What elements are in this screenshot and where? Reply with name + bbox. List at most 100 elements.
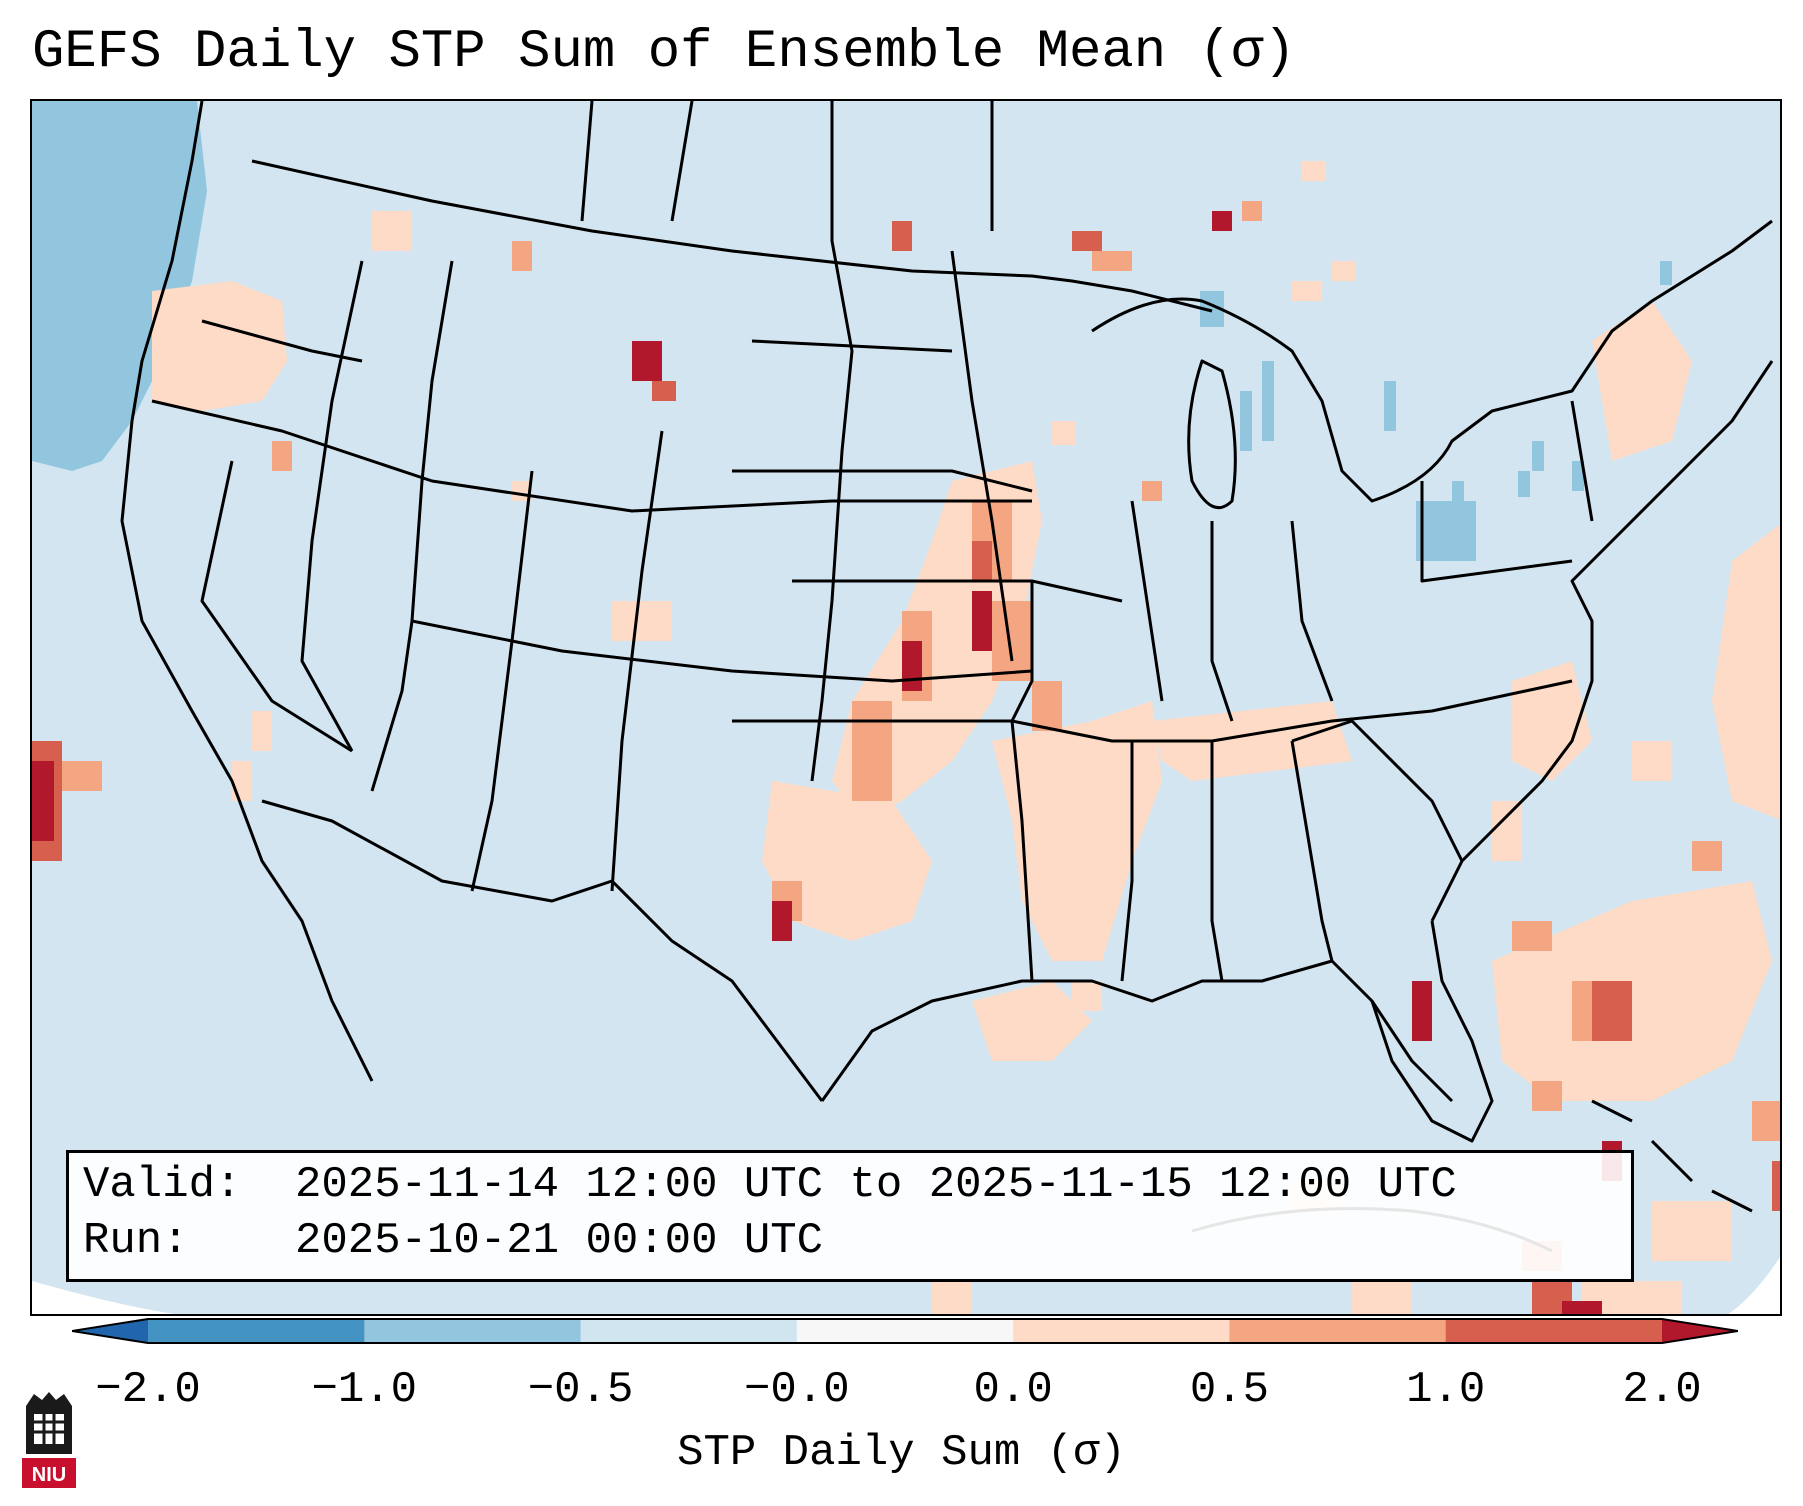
state-line — [1130, 500, 1164, 702]
valid-value: 2025-11-14 12:00 UTC to 2025-11-15 12:00… — [295, 1160, 1457, 1210]
cell — [1262, 361, 1274, 441]
cell — [1532, 441, 1544, 471]
colorbar-tick-label: −0.5 — [527, 1365, 634, 1415]
colorbar-tick-label: 1.0 — [1406, 1365, 1486, 1415]
colorbar-bin — [796, 1319, 1014, 1343]
state-line — [201, 319, 363, 363]
colorbar — [72, 1318, 1738, 1344]
state-line — [1570, 400, 1594, 522]
florida — [1370, 920, 1494, 1143]
colorbar-bin — [364, 1319, 582, 1343]
cell — [1572, 461, 1584, 491]
cell — [932, 1281, 972, 1314]
cell — [1492, 801, 1522, 861]
atlantic-east — [1712, 524, 1780, 820]
cell — [1412, 981, 1432, 1041]
domain-edge-right — [1728, 1257, 1780, 1314]
cell — [1416, 501, 1476, 561]
cell — [62, 761, 102, 791]
state-line — [751, 339, 953, 353]
colorbar-tick-label: 2.0 — [1622, 1365, 1702, 1415]
state-line — [1291, 719, 1464, 862]
west-coast — [120, 101, 374, 1082]
colorbar-bin — [72, 1319, 148, 1343]
cell — [1032, 681, 1062, 731]
cell — [1292, 281, 1322, 301]
cell — [1352, 1281, 1412, 1314]
state-line — [370, 260, 454, 792]
domain-edge — [32, 1281, 175, 1314]
valid-label: Valid: — [83, 1160, 242, 1210]
cell — [1592, 981, 1632, 1041]
ozark-region — [992, 701, 1162, 961]
cell — [32, 761, 54, 841]
cell — [1242, 201, 1262, 221]
cell — [852, 701, 892, 801]
state-line — [1120, 741, 1134, 982]
state-line — [470, 470, 534, 892]
colorbar-tick-label: 0.0 — [973, 1365, 1053, 1415]
cell — [1512, 921, 1552, 951]
boundaries — [120, 101, 1774, 1143]
oregon-region — [152, 281, 287, 411]
cell — [252, 711, 272, 751]
colorbar-bin — [1445, 1319, 1663, 1343]
cell — [272, 441, 292, 471]
colorbar-tick-label: −0.0 — [744, 1365, 850, 1415]
cell — [1142, 481, 1162, 501]
state-line — [1210, 521, 1234, 722]
lake-michigan — [1187, 359, 1237, 510]
gulf-region — [972, 981, 1092, 1061]
cell — [1072, 231, 1102, 251]
cell — [1072, 981, 1102, 1011]
cell — [1772, 1161, 1780, 1211]
canada-border — [251, 159, 1213, 313]
colorbar-tick-label: 0.5 — [1189, 1365, 1270, 1415]
colorbar-bin — [580, 1319, 798, 1343]
cell — [1660, 261, 1672, 285]
niu-logo: NIU — [20, 1392, 78, 1490]
cell — [1632, 741, 1672, 781]
cell — [1332, 261, 1356, 281]
state-line — [300, 260, 364, 752]
valid-run-info-box: Valid: 2025-11-14 12:00 UTC to 2025-11-15… — [66, 1150, 1634, 1282]
state-line — [151, 399, 1032, 513]
map-canvas — [32, 101, 1780, 1314]
valid-row: Valid: 2025-11-14 12:00 UTC to 2025-11-15… — [83, 1157, 1617, 1213]
run-value: 2025-10-21 00:00 UTC — [295, 1216, 824, 1266]
cell — [1240, 391, 1252, 451]
cell — [652, 381, 676, 401]
cell — [1562, 1301, 1602, 1314]
cell — [772, 901, 792, 941]
cell — [1384, 381, 1396, 431]
logo-text: NIU — [32, 1464, 66, 1486]
pacific-negative-region — [32, 101, 207, 471]
chart-title: GEFS Daily STP Sum of Ensemble Mean (σ) — [32, 22, 1296, 83]
state-line — [1290, 740, 1334, 962]
state-line — [1420, 481, 1573, 583]
cell — [992, 601, 1032, 681]
cell — [232, 761, 252, 801]
cell — [1092, 251, 1132, 271]
cell — [1518, 471, 1530, 497]
mexico-border — [261, 799, 824, 1102]
state-line — [200, 460, 353, 753]
state-line — [610, 430, 664, 892]
cell — [1452, 481, 1464, 505]
kentucky-band — [1152, 701, 1352, 781]
run-label: Run: — [83, 1216, 189, 1266]
colorbar-label: STP Daily Sum (σ) — [677, 1428, 1126, 1478]
cell — [612, 601, 672, 641]
state-line — [732, 469, 1033, 493]
east-coast — [1430, 360, 1774, 922]
cell — [1752, 1101, 1780, 1141]
cell — [1532, 1081, 1562, 1111]
great-lakes — [1091, 219, 1773, 503]
state-line — [670, 101, 694, 222]
colorbar-bin — [1013, 1319, 1230, 1343]
cell — [1212, 211, 1232, 231]
light-positive-cells — [152, 161, 1780, 1314]
cell — [902, 641, 922, 691]
new-england — [1592, 301, 1692, 461]
cell — [972, 591, 992, 651]
